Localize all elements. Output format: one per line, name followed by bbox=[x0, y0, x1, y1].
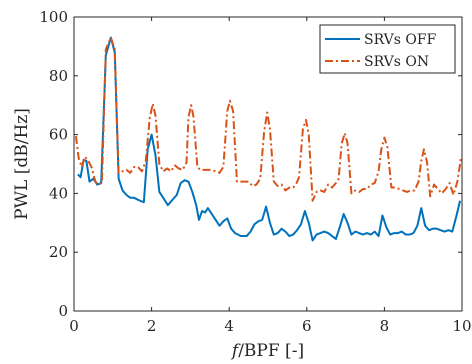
legend-label-srvs-off: SRVs OFF bbox=[364, 32, 437, 48]
x-axis-label-rest: /BPF [-] bbox=[238, 341, 304, 361]
axes-box bbox=[73, 16, 463, 312]
x-tick-label: 6 bbox=[302, 317, 312, 335]
x-tick-label: 2 bbox=[147, 317, 157, 335]
series-line-srvs-on bbox=[74, 36, 463, 202]
y-tick-label: 0 bbox=[58, 302, 68, 320]
y-tick-label: 80 bbox=[49, 67, 68, 85]
x-tick-label: 4 bbox=[224, 317, 234, 335]
y-tick-label: 60 bbox=[49, 126, 68, 144]
series-line-srvs-off bbox=[77, 36, 462, 242]
axis-ticks bbox=[73, 16, 463, 312]
legend: SRVs OFF SRVs ON bbox=[319, 24, 456, 74]
x-tick-label: 10 bbox=[452, 317, 471, 335]
y-tick-label: 40 bbox=[49, 184, 68, 202]
y-tick-label: 100 bbox=[39, 8, 68, 26]
legend-label-srvs-on: SRVs ON bbox=[364, 54, 429, 70]
legend-box bbox=[319, 24, 456, 74]
x-axis-label: f/BPF [-] bbox=[230, 341, 304, 361]
svg-text:f/BPF [-]: f/BPF [-] bbox=[230, 341, 304, 361]
x-tick-label: 0 bbox=[69, 317, 79, 335]
x-tick-label: 8 bbox=[380, 317, 390, 335]
y-tick-label: 20 bbox=[49, 243, 68, 261]
data-lines bbox=[74, 36, 463, 242]
y-axis-label: PWL [dB/Hz] bbox=[12, 108, 32, 220]
